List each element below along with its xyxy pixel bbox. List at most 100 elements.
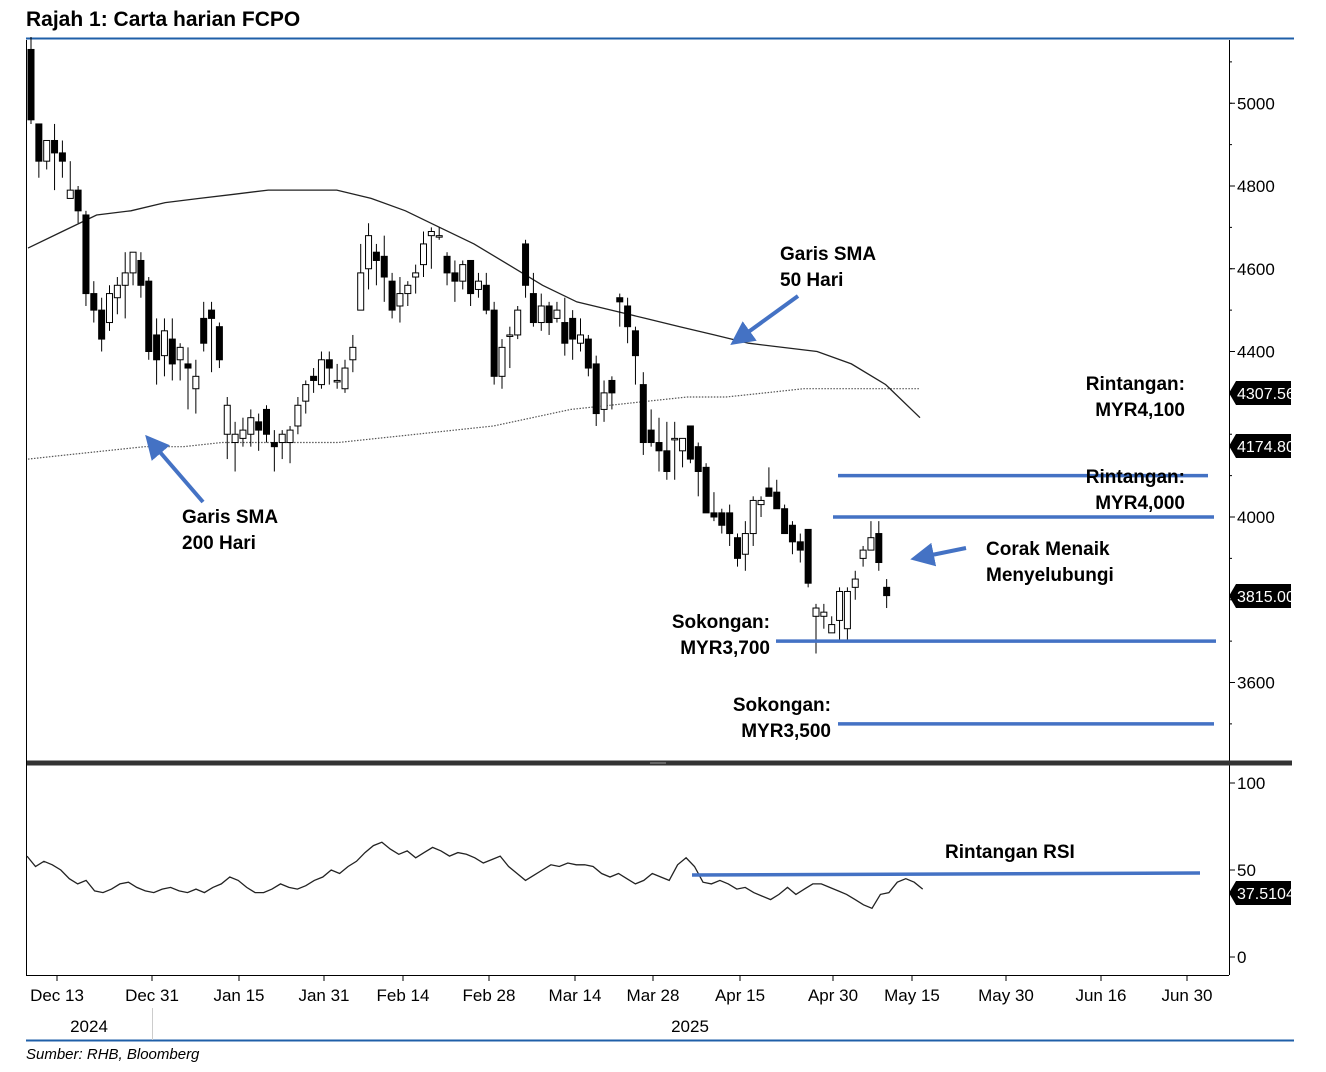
- candle-down: [686, 425, 694, 460]
- candle-down: [655, 442, 663, 452]
- sma200-line: [27, 388, 920, 460]
- candle-up: [176, 346, 184, 361]
- year-label-2024: 2024: [70, 1017, 108, 1036]
- candle-down: [82, 214, 90, 295]
- annotation-label: MYR4,000: [1095, 493, 1185, 514]
- candle-down: [663, 450, 671, 472]
- annotation-label: Corak Menaik: [986, 539, 1110, 560]
- candle-up: [859, 549, 867, 559]
- candle-down: [694, 446, 702, 472]
- candle-down: [270, 442, 278, 448]
- candle-down: [710, 512, 718, 518]
- candle-up: [867, 537, 875, 551]
- candle-down: [443, 255, 451, 274]
- candle-down: [490, 309, 498, 377]
- price-label-text: 4307.56: [1237, 386, 1295, 403]
- candle-down: [639, 384, 647, 444]
- x-tick-label: Jun 16: [1075, 986, 1126, 1005]
- price-tick-label: 5000: [1237, 94, 1275, 113]
- candle-down: [584, 338, 592, 369]
- candle-up: [577, 334, 584, 344]
- rsi-line: [26, 841, 924, 910]
- candle-up: [427, 231, 435, 237]
- candle-down: [529, 293, 537, 324]
- x-tick-label: Jun 30: [1161, 986, 1212, 1005]
- candle-up: [412, 272, 420, 278]
- candle-down: [788, 524, 796, 543]
- x-tick-label: Jan 15: [213, 986, 264, 1005]
- candle-down: [137, 259, 145, 286]
- candle-down: [208, 309, 216, 319]
- candle-down: [325, 359, 333, 369]
- candle-up: [420, 243, 427, 266]
- price-tick-label: 3600: [1237, 674, 1275, 693]
- price-label-text: 4174.80: [1237, 439, 1295, 456]
- x-tick-label: Feb 28: [463, 986, 516, 1005]
- price-label-box: [1229, 584, 1291, 608]
- x-tick-label: Dec 13: [30, 986, 84, 1005]
- sma50-arrow: [730, 294, 800, 346]
- chart-frame: [26, 37, 1294, 1042]
- price-label-text: 3815.00: [1237, 589, 1295, 606]
- candle-down: [702, 466, 710, 514]
- candle-up: [294, 404, 302, 427]
- candle-down: [647, 429, 655, 444]
- annotation-label: 200 Hari: [182, 533, 256, 554]
- x-tick-label: May 30: [978, 986, 1034, 1005]
- candle-up: [223, 404, 231, 435]
- candle-down: [624, 305, 632, 328]
- candle-up: [812, 607, 820, 617]
- candle-up: [851, 578, 859, 588]
- candle-up: [404, 284, 412, 295]
- candle-down: [310, 375, 318, 381]
- candle-down: [569, 317, 577, 340]
- annotation-label: Rintangan:: [1086, 467, 1185, 488]
- price-label-box: [1229, 434, 1291, 458]
- candle-down: [145, 280, 153, 353]
- candle-up: [498, 346, 506, 377]
- rsi-series: [26, 841, 924, 910]
- candle-up: [302, 384, 310, 402]
- candle-down: [545, 305, 553, 324]
- annotation-label: MYR3,500: [741, 721, 831, 742]
- candle-up: [828, 624, 836, 634]
- candle-up: [231, 433, 239, 444]
- candle-up: [106, 293, 113, 324]
- candle-down: [51, 139, 59, 154]
- candle-down: [184, 363, 192, 369]
- candle-down: [263, 408, 270, 435]
- candle-down: [561, 322, 569, 344]
- candle-up: [317, 359, 325, 386]
- candle-down: [90, 293, 98, 311]
- candle-down: [726, 512, 734, 535]
- sma200-series: [27, 388, 920, 460]
- price-label-text: 37.5104: [1237, 886, 1295, 903]
- candle-down: [168, 338, 176, 365]
- candle-down: [883, 586, 891, 597]
- rsi-tick-label: 100: [1237, 774, 1265, 793]
- candle-up: [239, 429, 247, 439]
- candle-up: [357, 272, 365, 311]
- candle-down: [773, 491, 781, 510]
- candle-up: [514, 309, 522, 336]
- candle-up: [435, 235, 443, 238]
- price-tick-label: 4400: [1237, 343, 1275, 362]
- candle-up: [671, 437, 679, 441]
- x-tick-label: Apr 15: [715, 986, 765, 1005]
- rsi-annotation-label: Rintangan RSI: [945, 842, 1075, 863]
- candle-down: [467, 259, 475, 295]
- candle-down: [592, 363, 600, 415]
- candle-up: [121, 272, 129, 286]
- candle-down: [98, 309, 106, 340]
- candle-down: [451, 272, 459, 282]
- candle-up: [836, 590, 844, 621]
- source-note: Sumber: RHB, Bloomberg: [26, 1046, 200, 1063]
- candle-down: [781, 508, 789, 535]
- candle-up: [247, 417, 255, 435]
- candle-down: [215, 326, 223, 361]
- candle-down: [380, 255, 388, 278]
- price-label-box: [1229, 381, 1291, 405]
- candle-down: [608, 379, 616, 394]
- chart-title: Rajah 1: Carta harian FCPO: [26, 8, 301, 31]
- candle-down: [804, 528, 812, 584]
